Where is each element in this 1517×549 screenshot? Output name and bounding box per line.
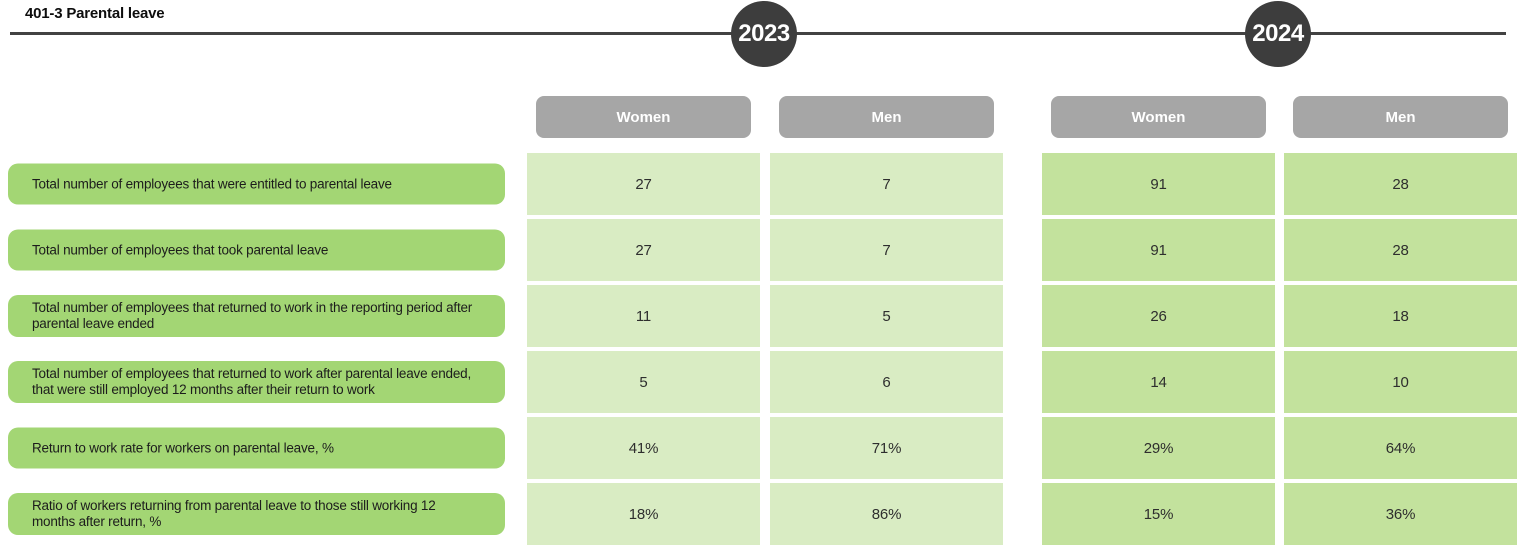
page-title: 401-3 Parental leave — [25, 5, 165, 22]
cell-2023-men: 86% — [770, 483, 1003, 545]
cell-2024-men: 36% — [1284, 483, 1517, 545]
cell-2023-men: 6 — [770, 351, 1003, 413]
column-header-2024-women: Women — [1051, 96, 1266, 138]
table-row-return-rate: Return to work rate for workers on paren… — [0, 417, 1517, 479]
cell-2023-women: 11 — [527, 285, 760, 347]
cell-2024-men: 18 — [1284, 285, 1517, 347]
cell-2023-women: 27 — [527, 153, 760, 215]
year-badge-2024: 2024 — [1245, 1, 1311, 67]
cell-2023-women: 41% — [527, 417, 760, 479]
cell-2024-women: 91 — [1042, 219, 1275, 281]
cell-2023-women: 18% — [527, 483, 760, 545]
row-label: Ratio of workers returning from parental… — [8, 493, 505, 535]
cell-2023-women: 5 — [527, 351, 760, 413]
cell-2024-men: 10 — [1284, 351, 1517, 413]
cell-2024-men: 28 — [1284, 153, 1517, 215]
row-label: Total number of employees that were enti… — [8, 163, 505, 205]
column-header-2023-women: Women — [536, 96, 751, 138]
cell-2024-men: 64% — [1284, 417, 1517, 479]
cell-2024-women: 91 — [1042, 153, 1275, 215]
cell-2023-men: 71% — [770, 417, 1003, 479]
row-label: Total number of employees that returned … — [8, 295, 505, 337]
table-row-returned: Total number of employees that returned … — [0, 285, 1517, 347]
row-label: Total number of employees that returned … — [8, 361, 505, 403]
table-row-took-leave: Total number of employees that took pare… — [0, 219, 1517, 281]
row-label: Total number of employees that took pare… — [8, 229, 505, 271]
year-badge-2023: 2023 — [731, 1, 797, 67]
cell-2024-women: 14 — [1042, 351, 1275, 413]
cell-2024-women: 29% — [1042, 417, 1275, 479]
cell-2023-men: 7 — [770, 219, 1003, 281]
cell-2024-women: 26 — [1042, 285, 1275, 347]
cell-2024-women: 15% — [1042, 483, 1275, 545]
cell-2023-women: 27 — [527, 219, 760, 281]
row-label: Return to work rate for workers on paren… — [8, 427, 505, 469]
table-row-entitled: Total number of employees that were enti… — [0, 153, 1517, 215]
column-header-2023-men: Men — [779, 96, 994, 138]
column-header-2024-men: Men — [1293, 96, 1508, 138]
table-row-retention-ratio: Ratio of workers returning from parental… — [0, 483, 1517, 545]
table-row-still-employed: Total number of employees that returned … — [0, 351, 1517, 413]
cell-2023-men: 5 — [770, 285, 1003, 347]
cell-2023-men: 7 — [770, 153, 1003, 215]
cell-2024-men: 28 — [1284, 219, 1517, 281]
